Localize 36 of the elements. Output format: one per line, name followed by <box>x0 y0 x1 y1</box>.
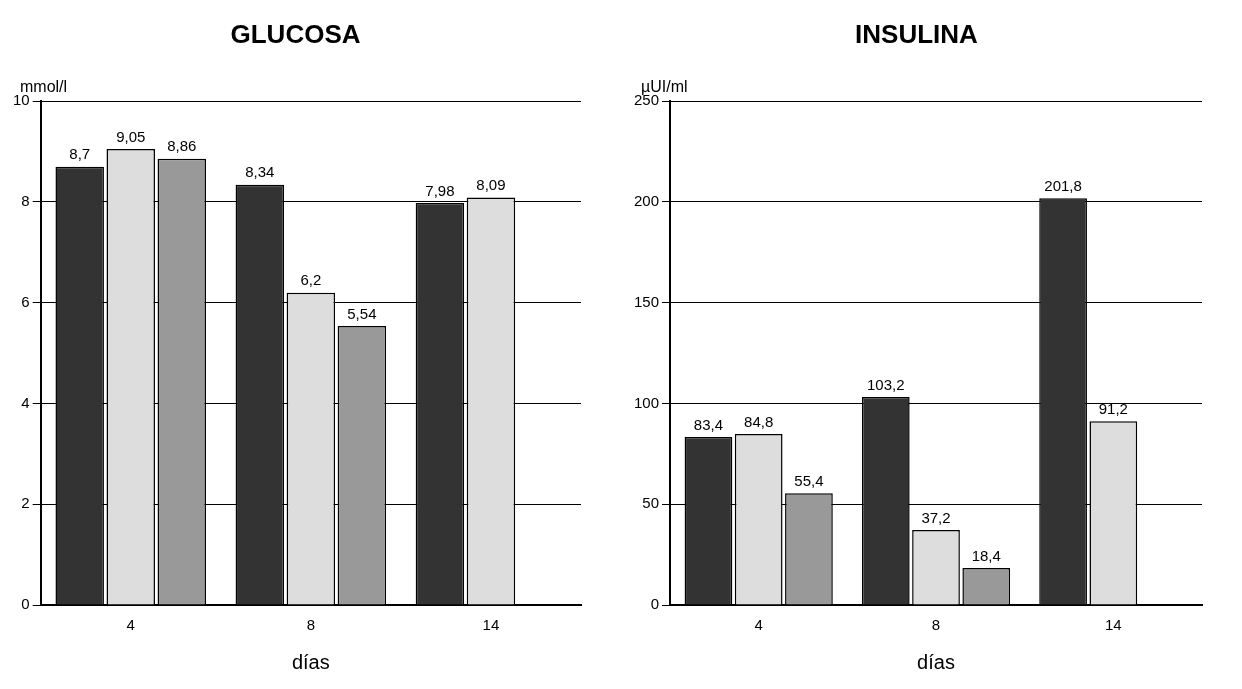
x-tick-label: 14 <box>482 616 500 634</box>
data-label: 84,8 <box>744 412 774 430</box>
x-axis-title: días <box>917 650 955 673</box>
y-tick-label: 0 <box>21 595 30 613</box>
data-label: 8,09 <box>476 176 506 194</box>
chart-title: GLUCOSA <box>230 18 361 49</box>
y-tick-label: 100 <box>634 393 660 411</box>
data-label: 8,86 <box>167 137 197 155</box>
chart-title: INSULINA <box>855 18 979 49</box>
data-label: 9,05 <box>116 127 146 145</box>
y-tick-label: 0 <box>650 595 660 613</box>
data-label: 6,2 <box>300 271 322 289</box>
x-tick-label: 4 <box>754 616 763 634</box>
data-label: 91,2 <box>1098 399 1128 417</box>
x-tick-label: 14 <box>1104 616 1122 634</box>
data-label: 201,8 <box>1044 176 1082 194</box>
y-tick-label: 6 <box>21 292 30 310</box>
data-label: 103,2 <box>867 375 905 393</box>
x-axis-title: días <box>291 650 330 673</box>
y-tick-label: 4 <box>21 393 30 411</box>
data-label: 8,7 <box>69 145 91 163</box>
data-label: 8,34 <box>245 163 275 181</box>
y-tick-label: 8 <box>21 192 30 210</box>
x-tick-label: 8 <box>306 616 316 634</box>
data-label: 5,54 <box>347 304 377 322</box>
y-tick-label: 2 <box>21 494 30 512</box>
x-tick-label: 8 <box>931 616 941 634</box>
data-label: 37,2 <box>921 508 951 526</box>
data-label: 18,4 <box>971 546 1001 564</box>
y-tick-label: 150 <box>634 292 660 310</box>
y-tick-label: 200 <box>634 192 660 210</box>
data-label: 7,98 <box>425 181 455 199</box>
y-tick-label: 50 <box>642 494 660 512</box>
x-tick-label: 4 <box>126 616 135 634</box>
data-label: 55,4 <box>794 472 824 489</box>
data-label: 83,4 <box>693 415 724 433</box>
